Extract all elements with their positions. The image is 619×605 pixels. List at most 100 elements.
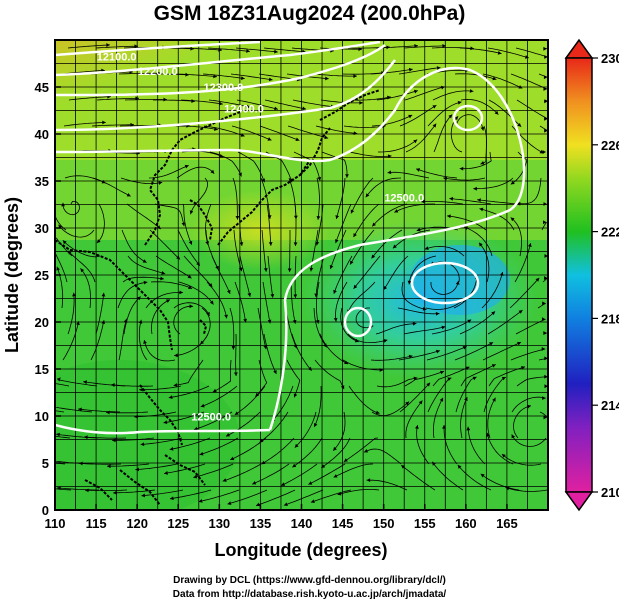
streamline bbox=[124, 99, 167, 101]
streamline-arrow bbox=[543, 87, 547, 91]
streamline-arrow bbox=[240, 133, 245, 137]
streamline-arrow bbox=[292, 319, 297, 324]
streamline bbox=[400, 464, 436, 491]
streamline bbox=[431, 461, 464, 491]
streamline-arrow bbox=[135, 467, 140, 472]
streamline bbox=[433, 397, 444, 439]
streamline-arrow bbox=[261, 460, 266, 465]
streamline bbox=[90, 320, 105, 361]
streamline-arrow bbox=[308, 481, 313, 485]
streamline-arrow bbox=[544, 356, 548, 361]
x-tick-label: 130 bbox=[208, 516, 230, 531]
streamline-arrow bbox=[219, 101, 223, 106]
streamline-arrow bbox=[226, 289, 231, 294]
streamline bbox=[83, 436, 127, 439]
streamline-arrow bbox=[542, 301, 546, 306]
streamline-arrow bbox=[56, 266, 60, 271]
streamline bbox=[403, 45, 446, 49]
streamline bbox=[333, 463, 374, 478]
streamline-arrow bbox=[387, 170, 392, 175]
streamline-arrow bbox=[293, 294, 298, 298]
y-tick-label: 5 bbox=[42, 456, 49, 471]
streamline-arrow bbox=[518, 85, 523, 89]
streamline-arrow bbox=[415, 425, 419, 429]
streamline bbox=[480, 125, 487, 165]
streamline-arrow bbox=[541, 347, 546, 351]
streamline-arrow bbox=[310, 499, 315, 504]
streamline bbox=[153, 99, 196, 102]
streamline bbox=[343, 437, 379, 463]
streamline bbox=[255, 489, 296, 506]
streamline-arrow bbox=[432, 105, 437, 109]
streamline bbox=[263, 47, 306, 53]
streamline bbox=[427, 101, 462, 127]
streamline-arrow bbox=[113, 490, 117, 495]
streamline bbox=[516, 99, 548, 120]
streamline-arrow bbox=[335, 215, 340, 219]
streamline bbox=[405, 400, 423, 439]
y-tick-label: 25 bbox=[35, 268, 49, 283]
streamline-arrow bbox=[470, 46, 474, 51]
streamline-arrow bbox=[287, 268, 292, 272]
streamline-arrow bbox=[57, 486, 61, 491]
streamline bbox=[337, 489, 380, 495]
streamline-arrow bbox=[212, 388, 217, 393]
streamline bbox=[135, 463, 178, 471]
streamline-arrow bbox=[206, 311, 210, 316]
streamline bbox=[236, 99, 278, 110]
streamline-arrow bbox=[543, 46, 547, 51]
colorbar-tick-label: 222 bbox=[601, 225, 619, 240]
streamline bbox=[505, 487, 548, 492]
streamline bbox=[539, 411, 548, 418]
streamline bbox=[321, 151, 348, 178]
streamline-arrow bbox=[243, 318, 248, 323]
streamline-arrow bbox=[168, 395, 173, 400]
streamline-arrow bbox=[383, 285, 388, 290]
streamline bbox=[55, 435, 71, 439]
streamline bbox=[229, 307, 235, 350]
streamline bbox=[234, 281, 247, 323]
streamline bbox=[426, 345, 467, 361]
streamline-arrow bbox=[448, 114, 453, 119]
contour-label: 12400.0 bbox=[224, 103, 264, 115]
streamline bbox=[95, 292, 105, 335]
streamline-arrow bbox=[293, 242, 298, 246]
streamline bbox=[232, 177, 238, 220]
streamline bbox=[459, 151, 492, 170]
streamline bbox=[176, 166, 215, 179]
streamline-arrow bbox=[164, 471, 168, 475]
streamline-arrow bbox=[344, 360, 349, 365]
streamline-arrow bbox=[436, 66, 441, 70]
streamline-arrow bbox=[447, 377, 452, 381]
y-tick-label: 20 bbox=[35, 315, 49, 330]
streamline-arrow bbox=[252, 480, 257, 485]
streamline bbox=[310, 489, 352, 503]
streamline bbox=[370, 68, 413, 75]
streamline bbox=[343, 125, 386, 128]
streamline-arrow bbox=[321, 464, 326, 468]
streamline bbox=[443, 424, 458, 465]
streamline-arrow bbox=[259, 438, 264, 443]
streamline-arrow bbox=[324, 135, 329, 140]
streamline bbox=[182, 203, 193, 245]
streamline-arrow bbox=[184, 164, 189, 169]
streamline-arrow bbox=[189, 304, 194, 309]
streamline bbox=[501, 453, 542, 466]
y-tick-label: 10 bbox=[35, 409, 49, 424]
streamline-arrow bbox=[462, 345, 467, 350]
streamline-arrow bbox=[527, 404, 531, 409]
streamline-arrow bbox=[134, 44, 138, 49]
streamline-arrow bbox=[418, 400, 423, 405]
y-tick-label: 0 bbox=[42, 503, 49, 518]
streamline bbox=[235, 333, 237, 377]
streamline bbox=[118, 72, 161, 75]
streamline bbox=[335, 281, 348, 322]
streamline-arrow bbox=[353, 74, 357, 79]
streamline bbox=[347, 281, 376, 314]
contour-label: 12500.0 bbox=[191, 412, 231, 424]
streamline-arrow bbox=[505, 486, 510, 491]
streamline bbox=[510, 217, 522, 257]
streamline-arrow bbox=[263, 268, 268, 272]
credit-drawing: Drawing by DCL (https://www.gfd-dennou.o… bbox=[173, 575, 446, 586]
colorbar-tick-label: 218 bbox=[601, 311, 619, 326]
